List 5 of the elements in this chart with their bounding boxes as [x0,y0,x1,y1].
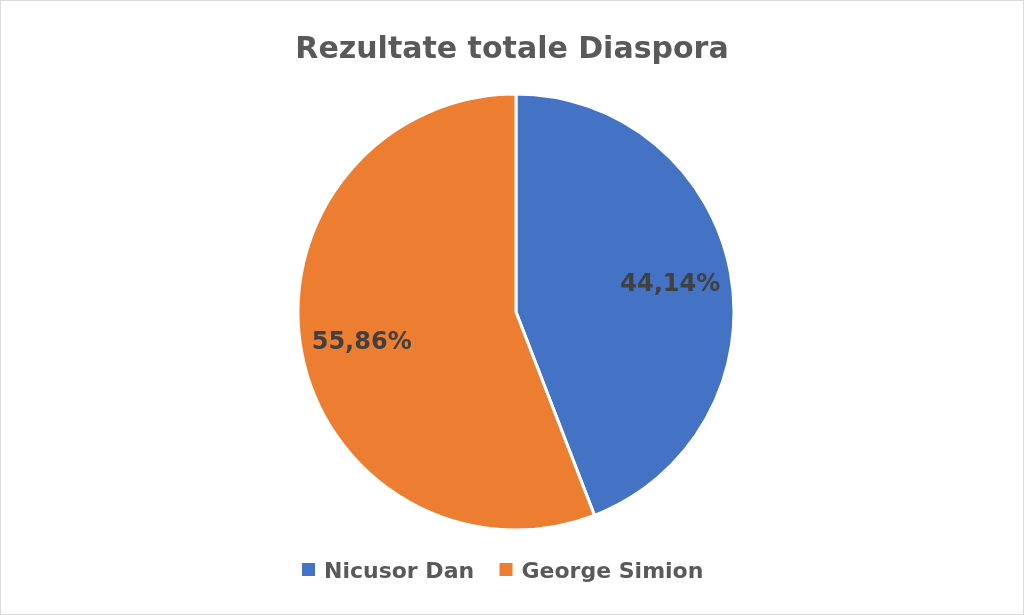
data-label: 55,86% [311,326,412,355]
data-label: 44,14% [620,269,721,298]
chart-title: Rezultate totale Diaspora [295,30,729,65]
legend-label: George Simion [521,557,704,583]
legend-label: Nicusor Dan [324,557,475,583]
